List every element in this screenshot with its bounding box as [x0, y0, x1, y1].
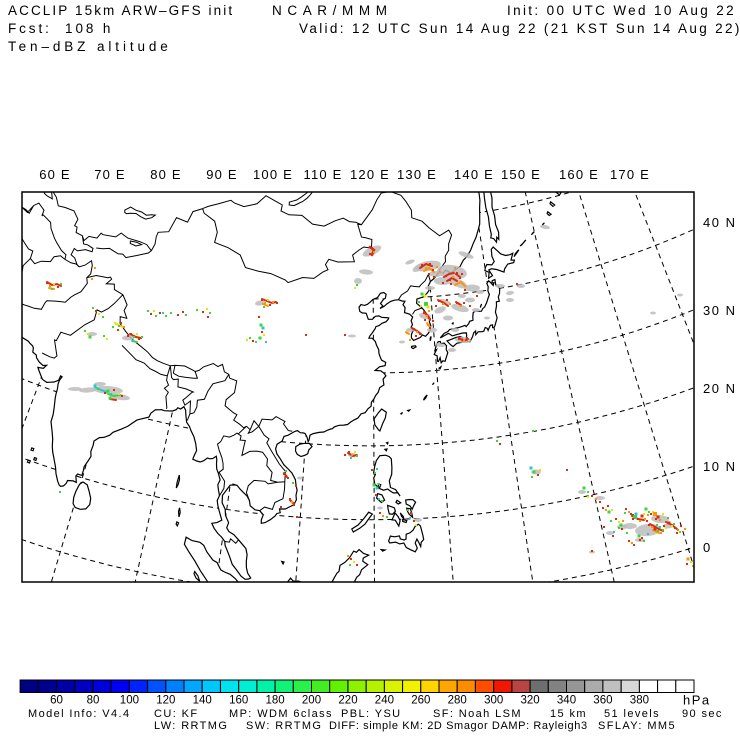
svg-text:70 E: 70 E [94, 167, 126, 182]
svg-text:160 E: 160 E [559, 167, 599, 182]
svg-text:20 N: 20 N [703, 381, 736, 396]
svg-text:340: 340 [557, 695, 576, 707]
svg-text:80: 80 [87, 695, 100, 707]
svg-text:120 E: 120 E [350, 167, 390, 182]
svg-text:120: 120 [156, 695, 175, 707]
svg-text:130 E: 130 E [397, 167, 437, 182]
svg-text:240: 240 [375, 695, 394, 707]
svg-text:220: 220 [338, 695, 357, 707]
svg-text:320: 320 [521, 695, 540, 707]
svg-text:160: 160 [229, 695, 248, 707]
svg-text:110 E: 110 E [303, 167, 342, 182]
svg-text:90 E: 90 E [206, 167, 238, 182]
svg-text:140 E: 140 E [454, 167, 494, 182]
svg-text:280: 280 [448, 695, 467, 707]
svg-text:60 E: 60 E [39, 167, 71, 182]
svg-text:300: 300 [484, 695, 503, 707]
svg-text:150 E: 150 E [501, 167, 541, 182]
svg-text:380: 380 [630, 695, 649, 707]
svg-text:40 N: 40 N [703, 215, 736, 230]
svg-text:80 E: 80 E [150, 167, 182, 182]
svg-text:200: 200 [302, 695, 321, 707]
svg-text:10 N: 10 N [703, 459, 736, 474]
svg-text:60: 60 [50, 695, 63, 707]
svg-text:100: 100 [120, 695, 139, 707]
svg-text:0: 0 [703, 540, 712, 555]
svg-text:100 E: 100 E [253, 167, 293, 182]
svg-text:260: 260 [411, 695, 430, 707]
svg-text:hPa: hPa [683, 693, 711, 708]
svg-text:170 E: 170 E [610, 167, 650, 182]
svg-text:140: 140 [193, 695, 212, 707]
svg-text:360: 360 [593, 695, 612, 707]
svg-text:30 N: 30 N [703, 303, 736, 318]
svg-text:180: 180 [266, 695, 285, 707]
